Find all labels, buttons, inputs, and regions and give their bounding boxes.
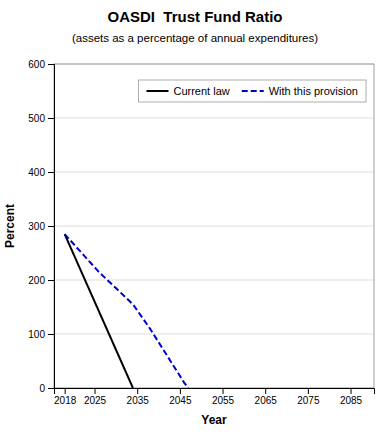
x-tick: 2025 — [84, 388, 107, 406]
grid-line — [54, 334, 374, 335]
y-tick-label: 400 — [28, 167, 45, 178]
chart: OASDI Trust Fund Ratio (assets as a perce… — [0, 0, 390, 432]
grid-line — [54, 280, 374, 281]
grid — [54, 64, 374, 388]
y-tick: 400 — [28, 167, 54, 178]
legend-swatch — [146, 90, 168, 92]
x-tick-label: 2045 — [169, 395, 192, 406]
x-tick: 2085 — [340, 388, 363, 406]
legend: Current law With this provision — [138, 80, 366, 102]
y-tick-mark — [48, 226, 54, 227]
y-tick: 600 — [28, 59, 54, 70]
y-tick-mark — [48, 334, 54, 335]
x-axis-title: Year — [201, 413, 227, 427]
x-tick-mark — [223, 388, 224, 394]
grid-line — [54, 226, 374, 227]
y-tick-mark — [48, 118, 54, 119]
y-axis: 0 100 200 300 400 500 600 — [28, 59, 54, 394]
plot-frame — [54, 64, 374, 388]
y-tick-label: 500 — [28, 113, 45, 124]
y-tick-mark — [48, 280, 54, 281]
y-tick-mark — [48, 64, 54, 65]
series-line — [65, 234, 133, 388]
series-line — [65, 234, 189, 388]
lines — [65, 234, 189, 388]
y-tick-label: 600 — [28, 59, 45, 70]
x-tick-label: 2035 — [127, 395, 150, 406]
x-tick-label: 2018 — [54, 395, 77, 406]
y-tick-mark — [48, 172, 54, 173]
y-tick-label: 300 — [28, 221, 45, 232]
y-tick-label: 0 — [39, 383, 45, 394]
legend-item: Current law — [146, 85, 229, 97]
x-tick-mark — [351, 388, 352, 394]
x-axis: 2018 2025 2035 2045 2055 2065 2075 2085 — [54, 388, 374, 406]
y-tick-label: 100 — [28, 329, 45, 340]
y-axis-title: Percent — [3, 204, 17, 248]
legend-label: Current law — [173, 85, 229, 97]
y-tick: 500 — [28, 113, 54, 124]
x-tick-mark — [265, 388, 266, 394]
y-tick: 200 — [28, 275, 54, 286]
x-tick: 2035 — [127, 388, 150, 406]
y-tick-mark — [48, 388, 54, 389]
legend-label: With this provision — [269, 85, 358, 97]
subtitle: (assets as a percentage of annual expend… — [72, 32, 318, 44]
x-tick: 2045 — [169, 388, 192, 406]
x-tick-mark — [65, 388, 66, 394]
legend-item: With this provision — [242, 85, 358, 97]
x-tick-mark — [95, 388, 96, 394]
x-tick: 2055 — [212, 388, 235, 406]
legend-box — [138, 80, 366, 102]
x-tick-mark — [308, 388, 309, 394]
grid-line — [54, 118, 374, 119]
grid-line — [54, 172, 374, 173]
y-tick: 300 — [28, 221, 54, 232]
x-tick: 2065 — [255, 388, 278, 406]
title: OASDI Trust Fund Ratio — [108, 8, 283, 25]
y-tick: 0 — [39, 383, 54, 394]
legend-swatch — [242, 90, 264, 92]
plot: 2018 2025 2035 2045 2055 2065 2075 2085 0 100 200 3… — [28, 59, 374, 406]
y-tick: 100 — [28, 329, 54, 340]
x-tick-mark — [180, 388, 181, 394]
x-tick-label: 2055 — [212, 395, 235, 406]
x-tick-label: 2025 — [84, 395, 107, 406]
x-tick-label: 2085 — [340, 395, 363, 406]
x-tick-label: 2075 — [297, 395, 320, 406]
y-tick-label: 200 — [28, 275, 45, 286]
y-axis-line — [48, 65, 55, 389]
x-tick-mark — [137, 388, 138, 394]
x-axis-line — [55, 389, 375, 395]
x-tick: 2018 — [54, 388, 77, 406]
x-tick-label: 2065 — [255, 395, 278, 406]
x-tick: 2075 — [297, 388, 320, 406]
